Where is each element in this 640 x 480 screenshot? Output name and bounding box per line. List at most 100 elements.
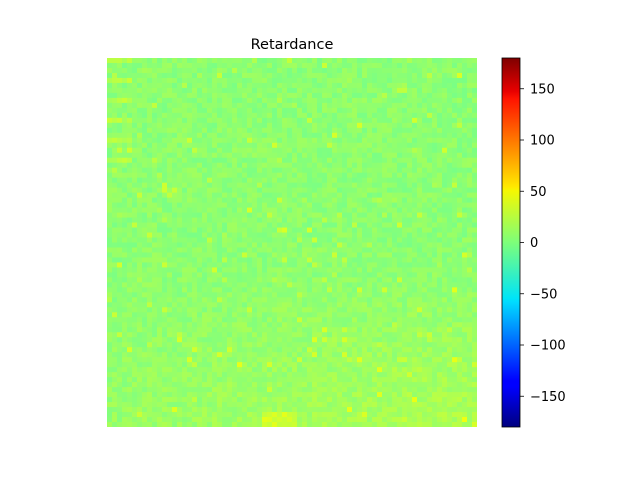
heatmap-cell [162,337,168,343]
heatmap-cell [227,72,233,79]
heatmap-cell [157,287,163,293]
heatmap-cell [162,58,168,64]
heatmap-cell [327,317,333,323]
heatmap-cell [302,167,308,174]
heatmap-cell [352,167,358,174]
heatmap-cell [177,82,183,89]
heatmap-cell [392,117,398,124]
heatmap-cell [157,202,163,209]
heatmap-cell [407,87,413,94]
heatmap-cell [427,117,433,124]
heatmap-cell [217,117,223,124]
heatmap-cell [257,352,263,358]
heatmap-cell [217,382,223,388]
heatmap-cell [172,282,178,288]
heatmap-cell [382,67,388,74]
heatmap-cell [372,327,378,333]
heatmap-cell [447,307,453,313]
heatmap-cell [417,227,423,234]
heatmap-cell [127,357,133,363]
heatmap-cell [317,347,323,353]
heatmap-cell [277,332,283,338]
heatmap-cell [232,217,238,224]
heatmap-cell [117,207,123,214]
heatmap-cell [437,157,443,164]
heatmap-cell [472,312,477,318]
heatmap-cell [342,77,348,84]
heatmap-cell [377,307,383,313]
heatmap-cell [177,122,183,129]
heatmap-cell [212,272,218,279]
heatmap-cell [157,152,163,159]
heatmap-cell [107,247,113,254]
heatmap-cell [122,97,128,104]
heatmap-cell [317,327,323,333]
heatmap-cell [172,147,178,154]
heatmap-cell [332,192,338,199]
heatmap-cell [382,277,388,283]
heatmap-cell [397,257,403,264]
heatmap-cell [157,327,163,333]
heatmap-cell [327,62,333,69]
heatmap-cell [322,377,328,383]
heatmap-cell [292,177,298,184]
heatmap-cell [362,337,368,343]
heatmap-cell [112,377,118,383]
heatmap-cell [412,307,418,313]
heatmap-cell [417,367,423,373]
heatmap-cell [237,317,243,323]
heatmap-cell [437,142,443,149]
heatmap-cell [357,262,363,269]
heatmap-cell [172,287,178,293]
heatmap-cell [182,327,188,333]
heatmap-cell [302,182,308,189]
heatmap-cell [212,58,218,64]
heatmap-cell [362,92,368,99]
heatmap-cell [432,132,438,139]
heatmap-cell [267,287,273,293]
heatmap-cell [137,282,143,288]
heatmap-cell [202,262,208,269]
heatmap-cell [272,122,278,129]
heatmap-cell [442,107,448,114]
heatmap-cell [142,252,148,259]
heatmap-cell [267,267,273,274]
heatmap-cell [362,72,368,79]
heatmap-cell [332,117,338,124]
heatmap-cell [242,347,248,353]
heatmap-cell [237,232,243,239]
heatmap-cell [402,287,408,293]
heatmap-cell [447,282,453,288]
heatmap-cell [392,227,398,234]
heatmap-cell [192,252,198,259]
heatmap-cell [142,257,148,264]
heatmap-cell [162,252,168,259]
heatmap-cell [167,197,173,204]
heatmap-cell [177,387,183,393]
heatmap-cell [122,317,128,323]
heatmap-cell [192,157,198,164]
heatmap-cell [232,377,238,383]
heatmap-cell [217,107,223,114]
heatmap-cell [217,197,223,204]
heatmap-cell [112,277,118,283]
heatmap-cell [132,232,138,239]
heatmap-cell [142,302,148,308]
heatmap-cell [372,372,378,378]
heatmap-cell [247,362,253,368]
heatmap-cell [307,182,313,189]
heatmap-cell [147,232,153,239]
heatmap-cell [432,242,438,249]
heatmap-cell [127,237,133,244]
heatmap-cell [462,387,468,393]
heatmap-cell [297,312,303,318]
heatmap-cell [317,232,323,239]
heatmap-cell [422,222,428,229]
heatmap-cell [262,207,268,214]
heatmap-cell [142,67,148,74]
heatmap-cell [282,87,288,94]
heatmap-cell [312,67,318,74]
heatmap-cell [187,392,193,398]
heatmap-cell [272,377,278,383]
heatmap-cell [252,277,258,283]
